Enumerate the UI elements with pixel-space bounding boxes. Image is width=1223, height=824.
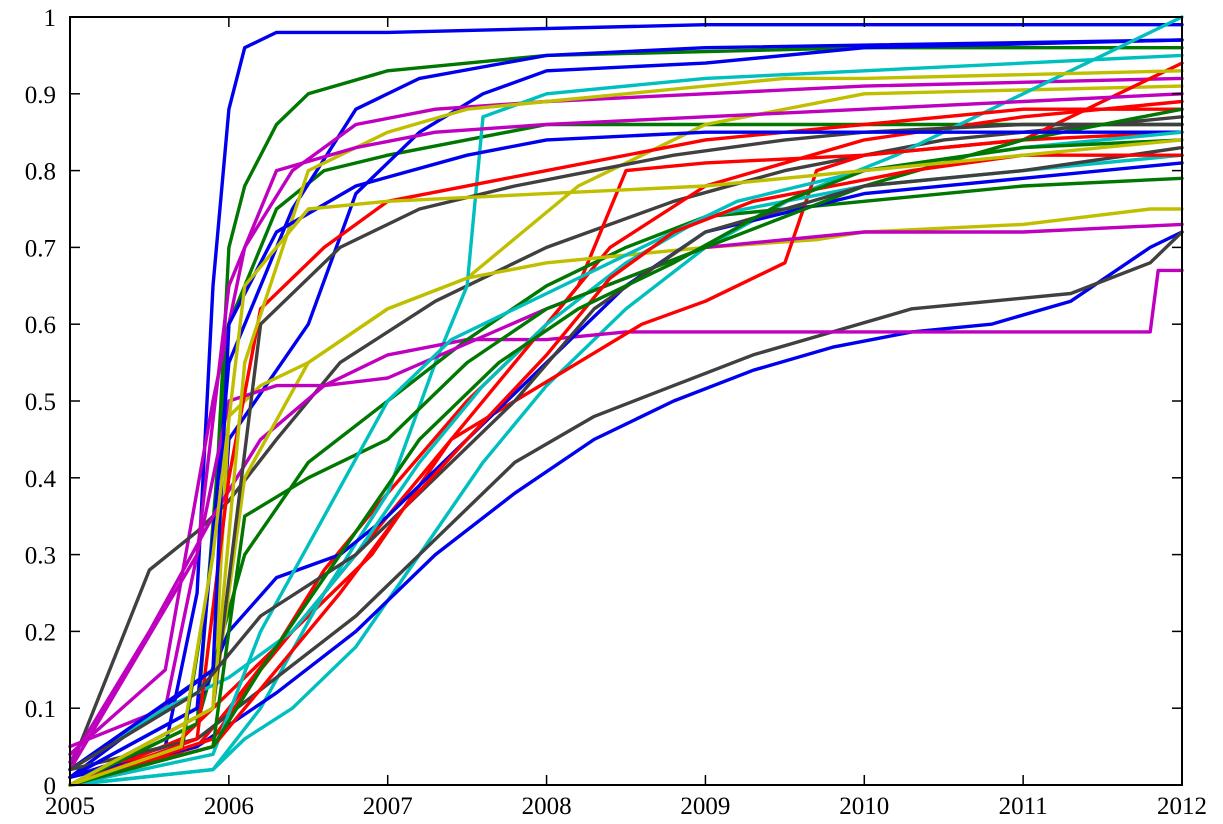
y-axis-ticks: 0 0.1 0.2 0.3 0.4 0.5 0.6 0.7 0.8 0.9 1 bbox=[25, 5, 1182, 800]
y-tick-label: 1 bbox=[44, 5, 57, 32]
series-line-11 bbox=[68, 15, 1184, 787]
x-tick-label: 2008 bbox=[522, 793, 572, 820]
x-tick-label: 2012 bbox=[1157, 793, 1207, 820]
series-line-32 bbox=[68, 138, 1184, 787]
series-line-9 bbox=[68, 99, 1184, 787]
series-line-19 bbox=[68, 222, 1184, 749]
series-line-18 bbox=[68, 130, 1184, 787]
x-tick-label: 2009 bbox=[680, 793, 730, 820]
y-tick-label: 0.4 bbox=[25, 466, 57, 493]
series-line-13 bbox=[68, 230, 1184, 779]
series-line-8 bbox=[68, 115, 1184, 772]
series-line-14 bbox=[68, 230, 1184, 772]
series-line-17 bbox=[68, 207, 1184, 787]
y-tick-label: 0.1 bbox=[25, 696, 56, 723]
series-line-6 bbox=[68, 76, 1184, 756]
y-tick-label: 0.9 bbox=[25, 82, 56, 109]
x-tick-label: 2011 bbox=[999, 793, 1048, 820]
series-line-2 bbox=[68, 46, 1184, 787]
y-tick-label: 0.3 bbox=[25, 543, 56, 570]
series-line-25 bbox=[68, 69, 1184, 787]
x-tick-label: 2006 bbox=[204, 793, 254, 820]
y-tick-label: 0.7 bbox=[25, 235, 56, 262]
series-line-29 bbox=[68, 145, 1184, 772]
series-line-12 bbox=[68, 53, 1184, 787]
series-line-26 bbox=[68, 130, 1184, 772]
series-line-27 bbox=[68, 92, 1184, 772]
series-lines bbox=[68, 15, 1184, 787]
series-line-30 bbox=[68, 153, 1184, 787]
y-tick-label: 0.6 bbox=[25, 312, 56, 339]
x-axis-ticks: 2005 2006 2007 2008 2009 2010 2011 2012 bbox=[45, 17, 1207, 820]
y-tick-label: 0.5 bbox=[25, 389, 56, 416]
y-tick-label: 0.2 bbox=[25, 619, 56, 646]
y-tick-label: 0.8 bbox=[25, 159, 56, 186]
x-tick-label: 2010 bbox=[839, 793, 889, 820]
y-tick-label: 0 bbox=[44, 773, 57, 800]
x-tick-label: 2005 bbox=[45, 793, 95, 820]
series-line-1 bbox=[68, 23, 1184, 779]
x-tick-label: 2007 bbox=[363, 793, 413, 820]
